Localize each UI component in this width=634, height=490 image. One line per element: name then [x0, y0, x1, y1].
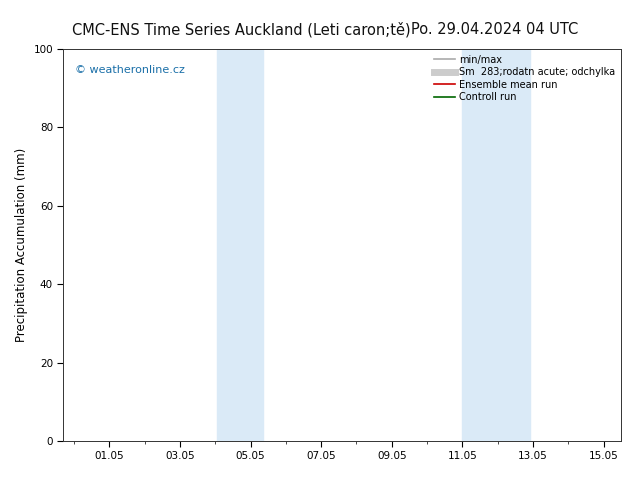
Bar	[462, 49, 529, 441]
Legend: min/max, Sm  283;rodatn acute; odchylka, Ensemble mean run, Controll run: min/max, Sm 283;rodatn acute; odchylka, …	[431, 52, 618, 105]
Y-axis label: Precipitation Accumulation (mm): Precipitation Accumulation (mm)	[15, 148, 28, 342]
Bar	[217, 49, 263, 441]
Text: © weatheronline.cz: © weatheronline.cz	[75, 65, 184, 74]
Text: Po. 29.04.2024 04 UTC: Po. 29.04.2024 04 UTC	[411, 22, 578, 37]
Text: CMC-ENS Time Series Auckland (Leti caron;tě): CMC-ENS Time Series Auckland (Leti caron…	[72, 22, 410, 38]
